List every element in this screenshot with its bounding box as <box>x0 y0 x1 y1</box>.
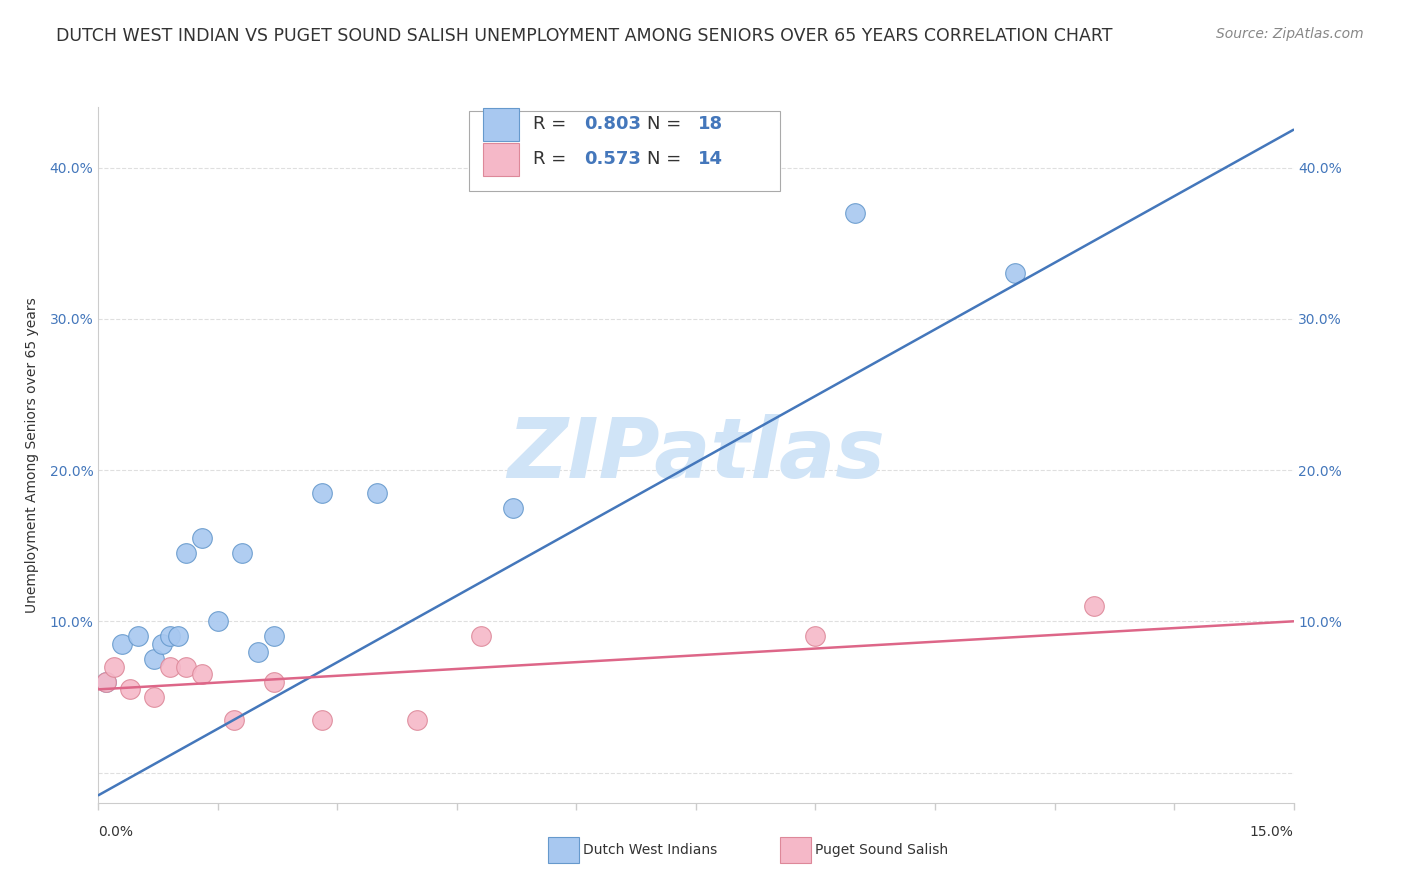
Point <box>502 500 524 515</box>
Point <box>207 615 229 629</box>
Text: 0.573: 0.573 <box>583 151 641 169</box>
Text: Source: ZipAtlas.com: Source: ZipAtlas.com <box>1216 27 1364 41</box>
Point <box>311 485 333 500</box>
Text: N =: N = <box>647 115 688 133</box>
Point <box>191 667 214 681</box>
Point <box>143 690 166 704</box>
Text: DUTCH WEST INDIAN VS PUGET SOUND SALISH UNEMPLOYMENT AMONG SENIORS OVER 65 YEARS: DUTCH WEST INDIAN VS PUGET SOUND SALISH … <box>56 27 1112 45</box>
Text: 0.803: 0.803 <box>583 115 641 133</box>
Point <box>844 206 866 220</box>
Point <box>120 682 142 697</box>
Point <box>111 637 134 651</box>
Y-axis label: Unemployment Among Seniors over 65 years: Unemployment Among Seniors over 65 years <box>24 297 38 613</box>
Text: ZIPatlas: ZIPatlas <box>508 415 884 495</box>
FancyBboxPatch shape <box>484 143 519 176</box>
Point <box>406 713 429 727</box>
Point <box>167 629 190 643</box>
Text: 14: 14 <box>699 151 723 169</box>
Point <box>263 629 285 643</box>
Text: N =: N = <box>647 151 688 169</box>
Text: Dutch West Indians: Dutch West Indians <box>583 843 717 857</box>
Point <box>366 485 388 500</box>
Point <box>222 713 245 727</box>
Point <box>263 674 285 689</box>
Point <box>143 652 166 666</box>
Point <box>311 713 333 727</box>
Point <box>127 629 149 643</box>
Point <box>159 629 181 643</box>
Point <box>1083 599 1105 614</box>
Text: 18: 18 <box>699 115 724 133</box>
Point <box>96 674 118 689</box>
FancyBboxPatch shape <box>484 108 519 141</box>
Point <box>191 531 214 545</box>
Text: R =: R = <box>533 115 572 133</box>
Point <box>96 674 118 689</box>
Point <box>174 659 197 673</box>
FancyBboxPatch shape <box>470 111 780 191</box>
Point <box>804 629 827 643</box>
Point <box>159 659 181 673</box>
Text: R =: R = <box>533 151 572 169</box>
Point <box>470 629 492 643</box>
Text: 0.0%: 0.0% <box>98 825 134 839</box>
Text: Puget Sound Salish: Puget Sound Salish <box>815 843 949 857</box>
Point <box>103 659 125 673</box>
Point <box>246 644 269 658</box>
Text: 15.0%: 15.0% <box>1250 825 1294 839</box>
Point <box>150 637 173 651</box>
Point <box>174 546 197 560</box>
Point <box>231 546 253 560</box>
Point <box>1004 267 1026 281</box>
